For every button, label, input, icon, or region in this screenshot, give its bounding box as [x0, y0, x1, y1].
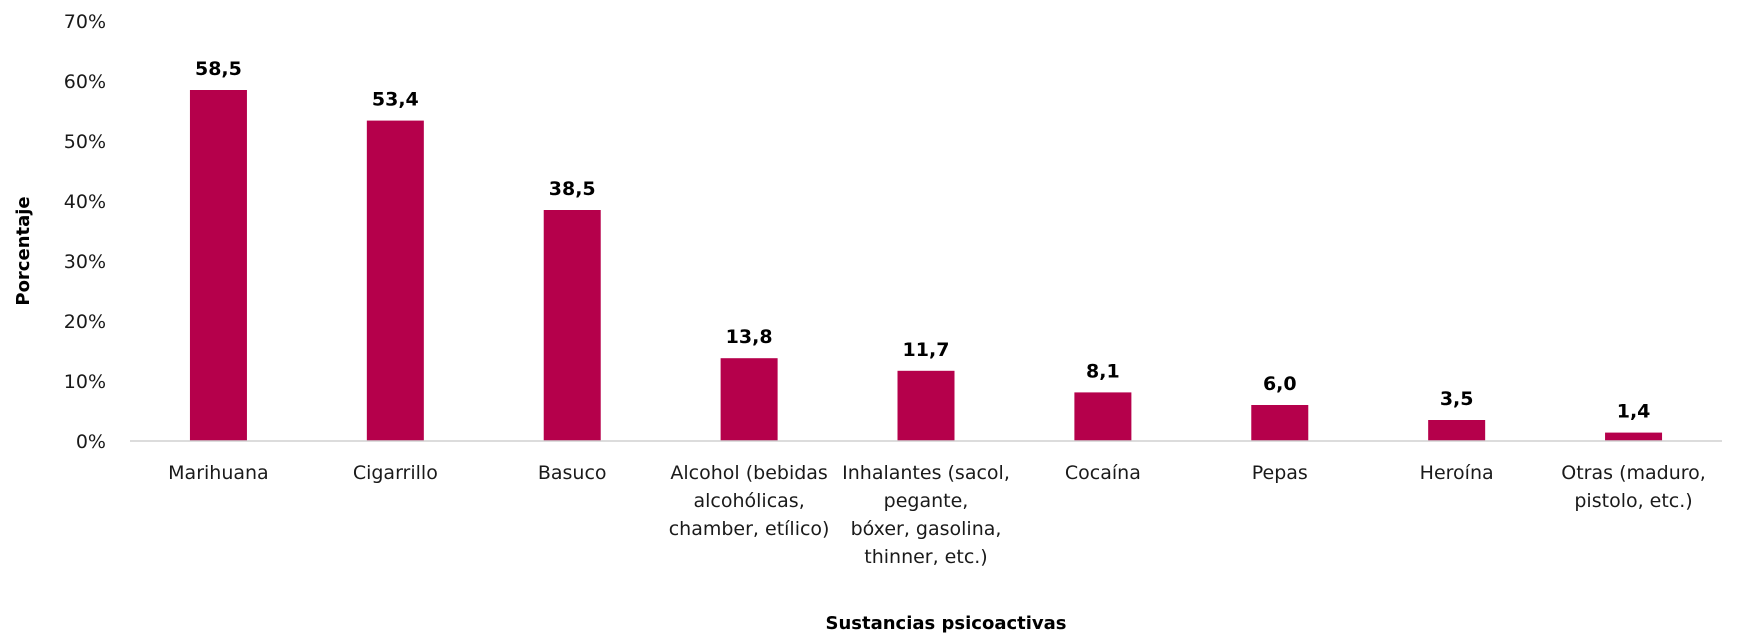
bar: [720, 358, 778, 441]
bar: [1428, 420, 1486, 441]
category-label-line: Otras (maduro,: [1561, 462, 1706, 484]
category-label-line: Heroína: [1420, 462, 1494, 484]
bar: [1251, 405, 1309, 441]
data-label: 6,0: [1263, 373, 1297, 395]
data-label: 1,4: [1617, 401, 1651, 423]
bar: [543, 210, 601, 441]
y-tick-label: 70%: [64, 11, 106, 33]
category-label: Marihuana: [168, 462, 269, 484]
y-axis-title: Porcentaje: [13, 196, 34, 305]
category-label-line: Basuco: [538, 462, 607, 484]
category-label-line: Inhalantes (sacol,: [842, 462, 1010, 484]
category-label: Cocaína: [1065, 462, 1141, 484]
category-label: Cigarrillo: [353, 462, 438, 484]
category-label: Otras (maduro, pistolo, etc.): [1561, 462, 1706, 512]
category-label-line: pegante,: [884, 490, 969, 512]
data-label: 58,5: [195, 58, 242, 80]
category-label: Heroína: [1420, 462, 1494, 484]
bar: [897, 370, 955, 441]
bar: [1074, 392, 1132, 441]
category-label: Alcohol (bebidas alcohólicas, chamber, etí…: [669, 462, 830, 540]
category-label-line: Cocaína: [1065, 462, 1141, 484]
data-label: 8,1: [1086, 360, 1120, 382]
data-label: 3,5: [1440, 388, 1474, 410]
category-label-line: chamber, etílico): [669, 518, 830, 540]
data-label: 11,7: [903, 339, 950, 361]
bars: [189, 90, 1663, 441]
y-tick-label: 10%: [64, 371, 106, 393]
category-label: Inhalantes (sacol, pegante, bóxer, gasolin…: [842, 462, 1010, 568]
y-tick-label: 40%: [64, 191, 106, 213]
y-tick-label: 0%: [76, 431, 106, 453]
category-label-line: alcohólicas,: [693, 490, 804, 512]
bar: [189, 90, 247, 441]
data-label: 13,8: [726, 326, 773, 348]
bar: [366, 120, 424, 441]
category-label-line: pistolo, etc.): [1574, 490, 1692, 512]
category-label: Basuco: [538, 462, 607, 484]
y-tick-label: 30%: [64, 251, 106, 273]
category-labels: Marihuana Cigarrillo Basuco Alcohol (bebida…: [168, 462, 1706, 568]
category-label-line: Pepas: [1252, 462, 1308, 484]
category-label-line: bóxer, gasolina,: [851, 518, 1002, 540]
category-label-line: Cigarrillo: [353, 462, 438, 484]
x-axis-title: Sustancias psicoactivas: [825, 613, 1066, 634]
data-label: 53,4: [372, 89, 419, 111]
y-tick-label: 50%: [64, 131, 106, 153]
y-tick-label: 20%: [64, 311, 106, 333]
data-labels: 58,5 53,4 38,5 13,8 11,7 8,1 6,0 3,5 1,4: [195, 58, 1650, 423]
category-label-line: thinner, etc.): [864, 546, 987, 568]
category-label: Pepas: [1252, 462, 1308, 484]
category-label-line: Marihuana: [168, 462, 269, 484]
data-label: 38,5: [549, 178, 596, 200]
bar: [1605, 432, 1663, 441]
category-label-line: Alcohol (bebidas: [670, 462, 827, 484]
y-axis-ticks: 0% 10% 20% 30% 40% 50% 60% 70%: [64, 11, 106, 453]
y-tick-label: 60%: [64, 71, 106, 93]
